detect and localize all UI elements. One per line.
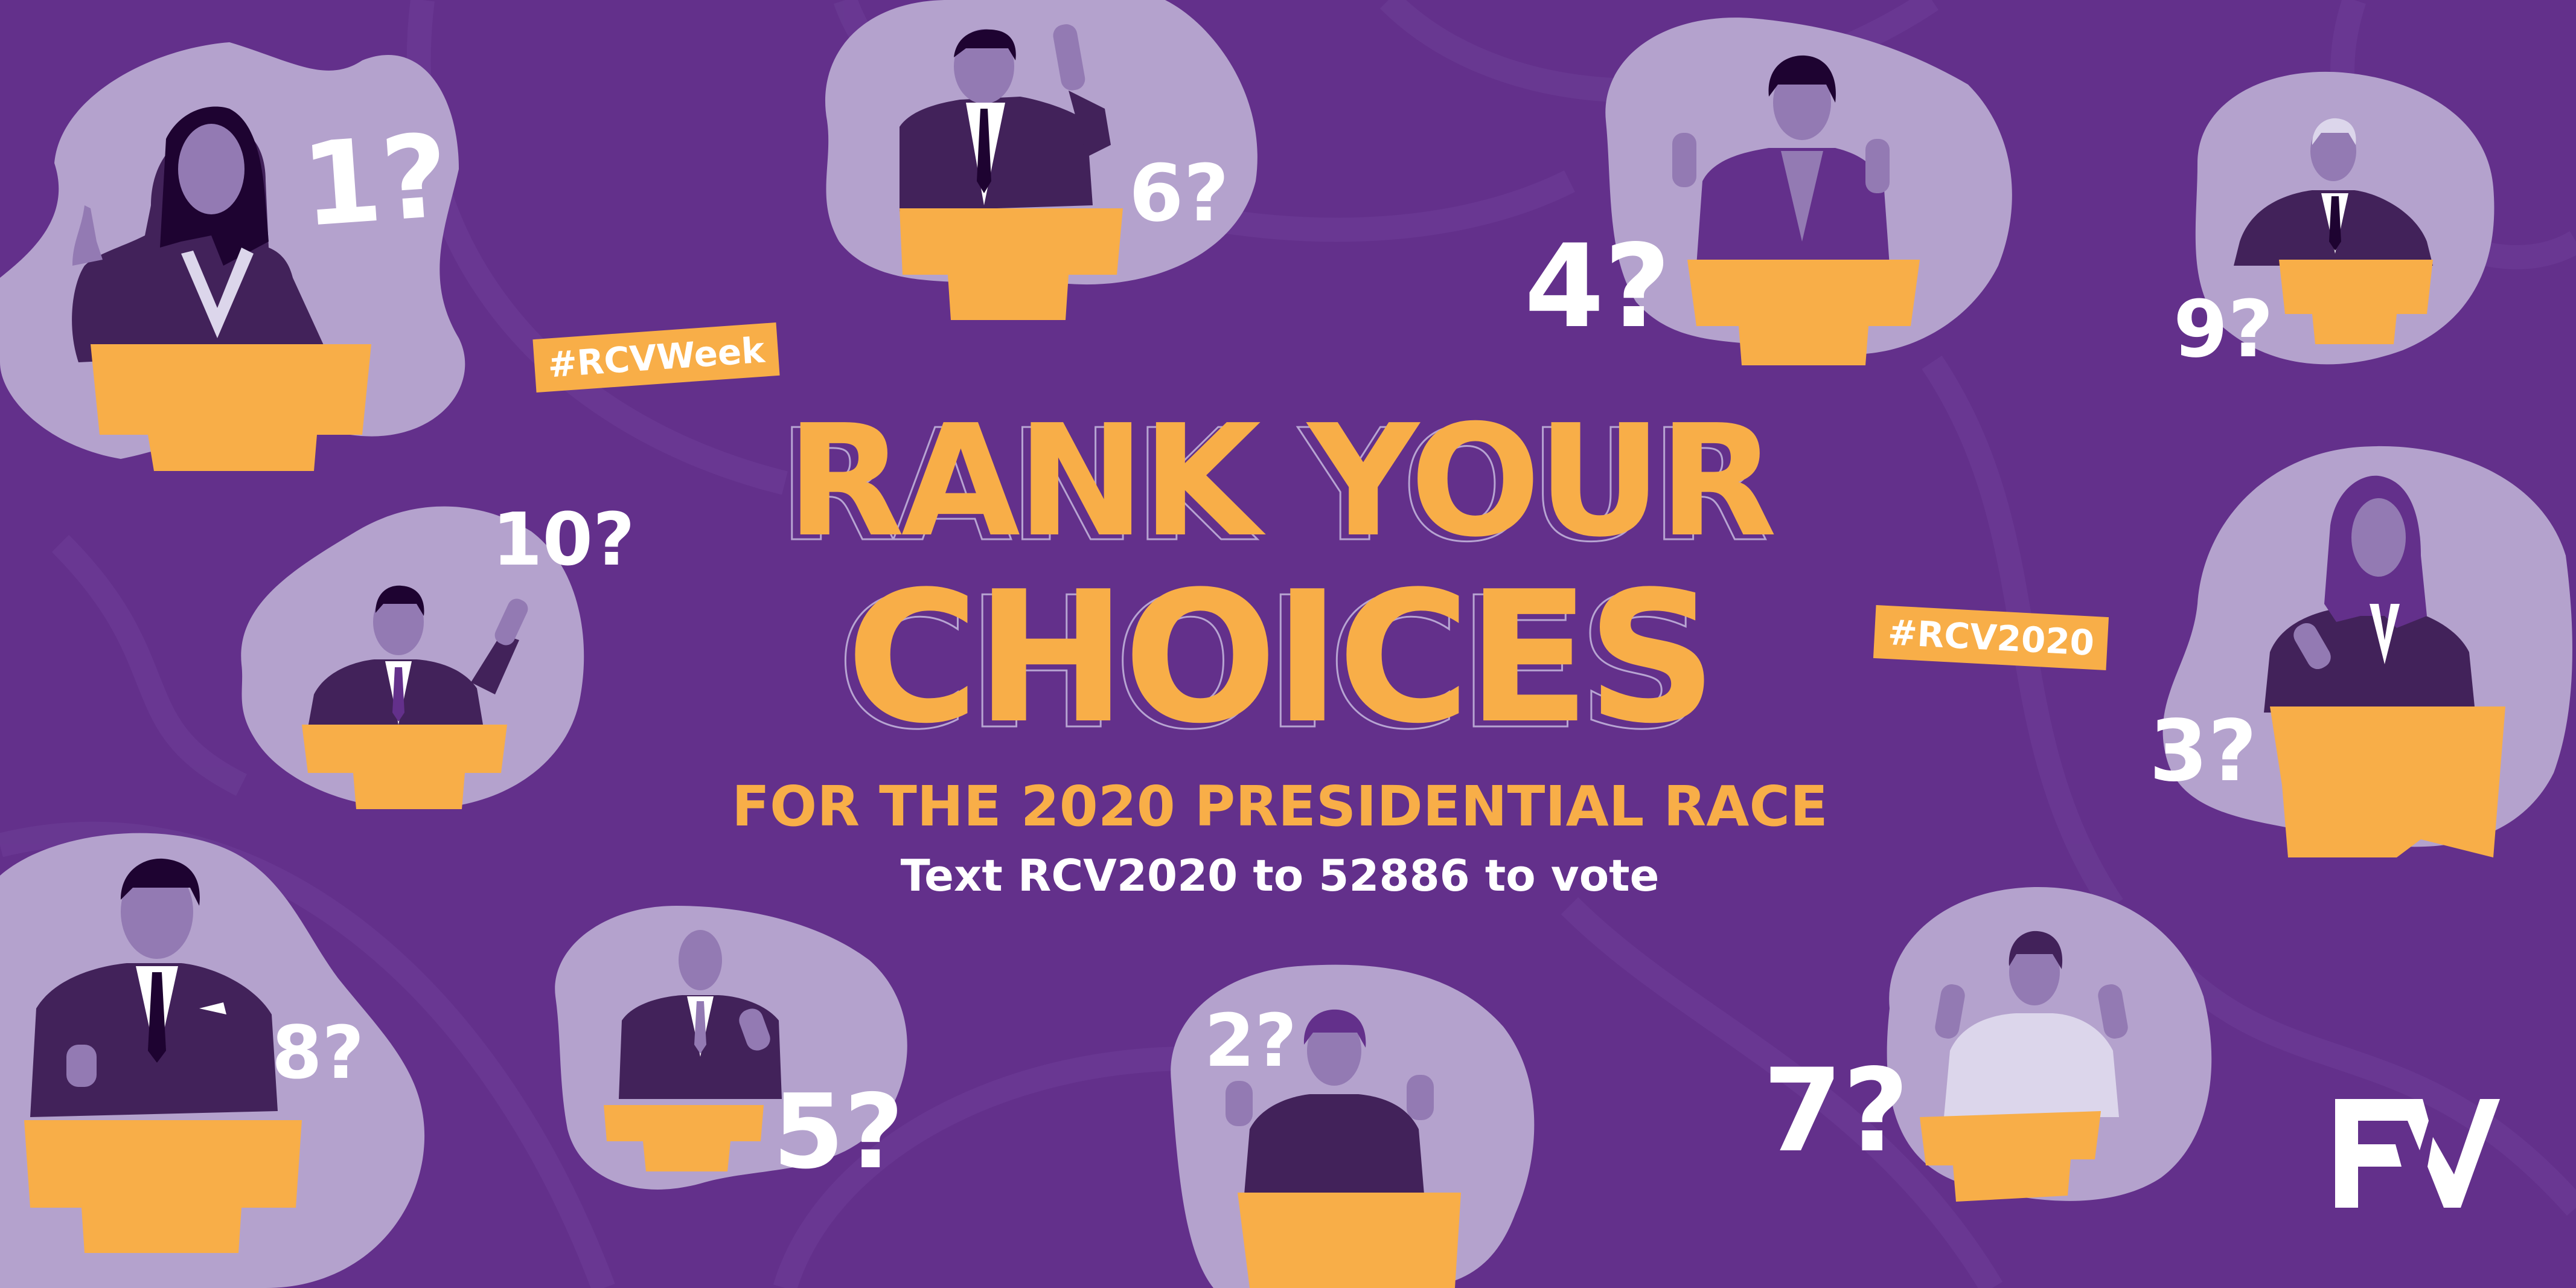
candidate-illustration (1171, 964, 1535, 1288)
candidate-card-4: 4? (1524, 12, 2028, 374)
candidate-illustration (1605, 18, 2012, 365)
candidate-card-2: 2? (1165, 960, 1552, 1288)
candidate-card-10: 10? (217, 495, 640, 833)
candidate-illustration (2162, 446, 2572, 857)
call-to-action: Text RCV2020 to 52886 to vote (900, 850, 1660, 901)
candidate-card-7: 7? (1763, 876, 2216, 1214)
candidate-card-1: 1? (0, 24, 483, 471)
rank-label: 8? (272, 1011, 365, 1095)
candidate-card-8: 8? (0, 821, 435, 1288)
rank-label: 4? (1524, 220, 1671, 353)
rank-label: 6? (1129, 147, 1229, 239)
candidate-illustration (0, 42, 465, 471)
headline-line1: RANK YOUR (786, 392, 1777, 571)
candidate-illustration (555, 906, 907, 1190)
rank-label: 2? (1204, 999, 1297, 1083)
candidate-illustration (1887, 887, 2212, 1202)
rank-label: 1? (297, 109, 453, 253)
candidate-illustration (2195, 71, 2495, 365)
rank-label: 9? (2173, 283, 2274, 375)
candidate-illustration (241, 506, 584, 809)
rank-label: 7? (1763, 1044, 1910, 1177)
fairvote-logo-icon (2335, 1099, 2500, 1208)
rank-label: 10? (492, 498, 635, 582)
rank-label: 5? (773, 1072, 904, 1192)
candidate-illustration (825, 0, 1258, 320)
candidate-card-9: 9? (2173, 66, 2499, 380)
rank-label: 3? (2149, 702, 2257, 801)
candidate-card-5: 5? (543, 900, 918, 1214)
headline-line2: CHOICES (846, 553, 1717, 763)
headline-line2-outline: CHOICES (836, 559, 1708, 769)
candidate-illustration (0, 833, 425, 1288)
candidate-card-3: 3? (2131, 423, 2576, 857)
subheadline: FOR THE 2020 PRESIDENTIAL RACE (732, 774, 1828, 839)
headline: RANK YOUR RANK YOUR CHOICES CHOICES (706, 380, 1853, 767)
headline-line1-outline: RANK YOUR (777, 397, 1769, 576)
candidate-card-6: 6? (791, 0, 1274, 320)
